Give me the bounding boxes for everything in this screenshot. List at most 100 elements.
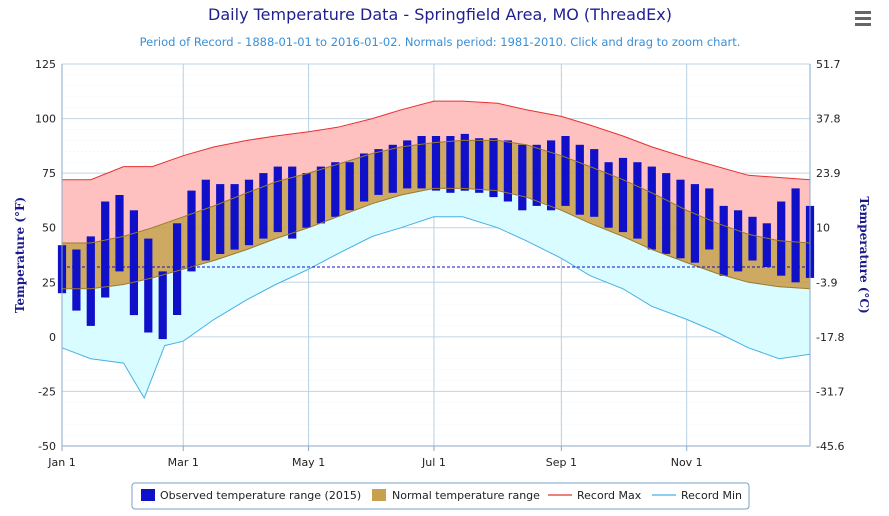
observed-range-bar [431, 136, 441, 191]
observed-range-bar [158, 271, 167, 340]
observed-range-bar [791, 188, 800, 283]
observed-range-bar [72, 249, 81, 311]
observed-range-bar [676, 179, 685, 259]
observed-range-bar [734, 210, 743, 272]
observed-range-bar [518, 144, 527, 211]
chart-title: Daily Temperature Data - Springfield Are… [208, 5, 672, 24]
observed-range-bar [547, 140, 556, 211]
y-tick-label-left: 0 [49, 331, 56, 344]
record-min-line [61, 216, 811, 400]
observed-range-bar [460, 133, 469, 191]
record-max-line [62, 100, 811, 181]
observed-range-bar [532, 144, 541, 206]
y-tick-label-left: 125 [35, 58, 56, 71]
hamburger-menu-icon [855, 11, 871, 26]
observed-range-bar [748, 216, 757, 261]
y-tick-label-right: -45.6 [816, 440, 844, 453]
record-min-area [62, 188, 810, 398]
chart-menu-button[interactable] [852, 8, 874, 30]
observed-range-bar [216, 184, 225, 254]
observed-range-bar [187, 190, 196, 272]
y-tick-label-left: -50 [38, 440, 56, 453]
observed-range-bar [575, 144, 584, 215]
legend-item-record-max[interactable]: Record Max [548, 489, 642, 502]
observed-range-bar [230, 184, 239, 250]
observed-range-bar [115, 195, 124, 272]
observed-range-bar [446, 136, 455, 193]
y-axis-right: 51.7 37.8 23.9 10 -3.9 -17.8 -31.7 -45.6 [816, 58, 844, 453]
observed-range-bar [777, 201, 786, 276]
observed-range-bar [403, 140, 412, 189]
observed-range-bar [475, 138, 484, 193]
y-tick-label-left: 50 [42, 222, 56, 235]
y-tick-label-right: 10 [816, 222, 830, 235]
observed-range-bar [316, 166, 325, 224]
observed-range-bar [273, 166, 282, 233]
observed-range-bar [173, 223, 182, 315]
x-tick-label: Jul 1 [421, 456, 446, 469]
observed-range-bar [604, 162, 613, 228]
legend-item-record-min[interactable]: Record Min [652, 489, 742, 502]
observed-range-bar [201, 179, 210, 261]
legend-label-normal: Normal temperature range [392, 489, 540, 502]
legend-label-record-max: Record Max [577, 489, 642, 502]
normal-low-line [62, 187, 811, 290]
observed-range-bar [633, 162, 642, 239]
y-tick-label-right: -3.9 [816, 276, 837, 289]
y-tick-label-right: 51.7 [816, 58, 841, 71]
y-tick-label-left: 25 [42, 276, 56, 289]
x-tick-label: Mar 1 [168, 456, 199, 469]
observed-range-bar [417, 136, 426, 189]
y-axis-left: 125 100 75 50 25 0 -25 -50 [35, 58, 56, 453]
y-axis-right-title: Temperature (°C) [857, 196, 871, 313]
observed-range-bar [244, 179, 254, 246]
observed-range-bar [144, 238, 153, 333]
legend-label-observed: Observed temperature range (2015) [160, 489, 361, 502]
y-tick-label-left: 100 [35, 113, 56, 126]
legend-item-observed[interactable]: Observed temperature range (2015) [141, 489, 361, 502]
observed-range-bar [86, 236, 95, 326]
y-tick-label-right: 37.8 [816, 113, 841, 126]
legend-symbol-observed [141, 489, 155, 501]
observed-range-bar [719, 205, 728, 276]
observed-range-bar [302, 173, 311, 228]
y-tick-label-right: 23.9 [816, 167, 841, 180]
legend: Observed temperature range (2015) Normal… [131, 482, 750, 510]
observed-range-bar [503, 140, 512, 202]
legend-item-normal[interactable]: Normal temperature range [372, 489, 540, 502]
observed-range-bar [129, 210, 138, 316]
legend-label-record-min: Record Min [681, 489, 742, 502]
observed-range-bar [374, 149, 383, 195]
observed-range-bar [561, 136, 570, 206]
observed-range-bar [662, 173, 671, 254]
observed-range-bar [288, 166, 297, 239]
observed-range-bar [762, 223, 771, 267]
y-tick-label-left: 75 [42, 167, 56, 180]
observed-range-bar [705, 188, 714, 250]
observed-range-bar [388, 144, 397, 193]
observed-range-bar [360, 153, 369, 202]
observed-range-bar [489, 138, 498, 198]
normal-high-line [62, 139, 811, 244]
y-axis-left-title: Temperature (°F) [13, 197, 27, 313]
observed-range-bar [331, 162, 340, 217]
observed-range-bar [345, 162, 354, 211]
observed-range-bar [101, 201, 110, 298]
observed-range-bar [618, 157, 628, 233]
chart-subtitle: Period of Record - 1888-01-01 to 2016-01… [140, 35, 741, 49]
x-axis: Jan 1 Mar 1 May 1 Jul 1 Sep 1 Nov 1 [47, 446, 703, 469]
observed-range-bar [590, 149, 599, 217]
y-tick-label-left: -25 [38, 385, 56, 398]
observed-range-bar [259, 173, 268, 239]
x-tick-label: May 1 [292, 456, 325, 469]
x-tick-label: Sep 1 [546, 456, 577, 469]
x-tick-label: Nov 1 [671, 456, 703, 469]
observed-range-bar [647, 166, 656, 250]
observed-range-bar [690, 184, 699, 263]
x-tick-label: Jan 1 [47, 456, 75, 469]
record-max-area [62, 101, 810, 243]
legend-symbol-normal [372, 489, 386, 501]
y-tick-label-right: -17.8 [816, 331, 844, 344]
y-tick-label-right: -31.7 [816, 385, 844, 398]
